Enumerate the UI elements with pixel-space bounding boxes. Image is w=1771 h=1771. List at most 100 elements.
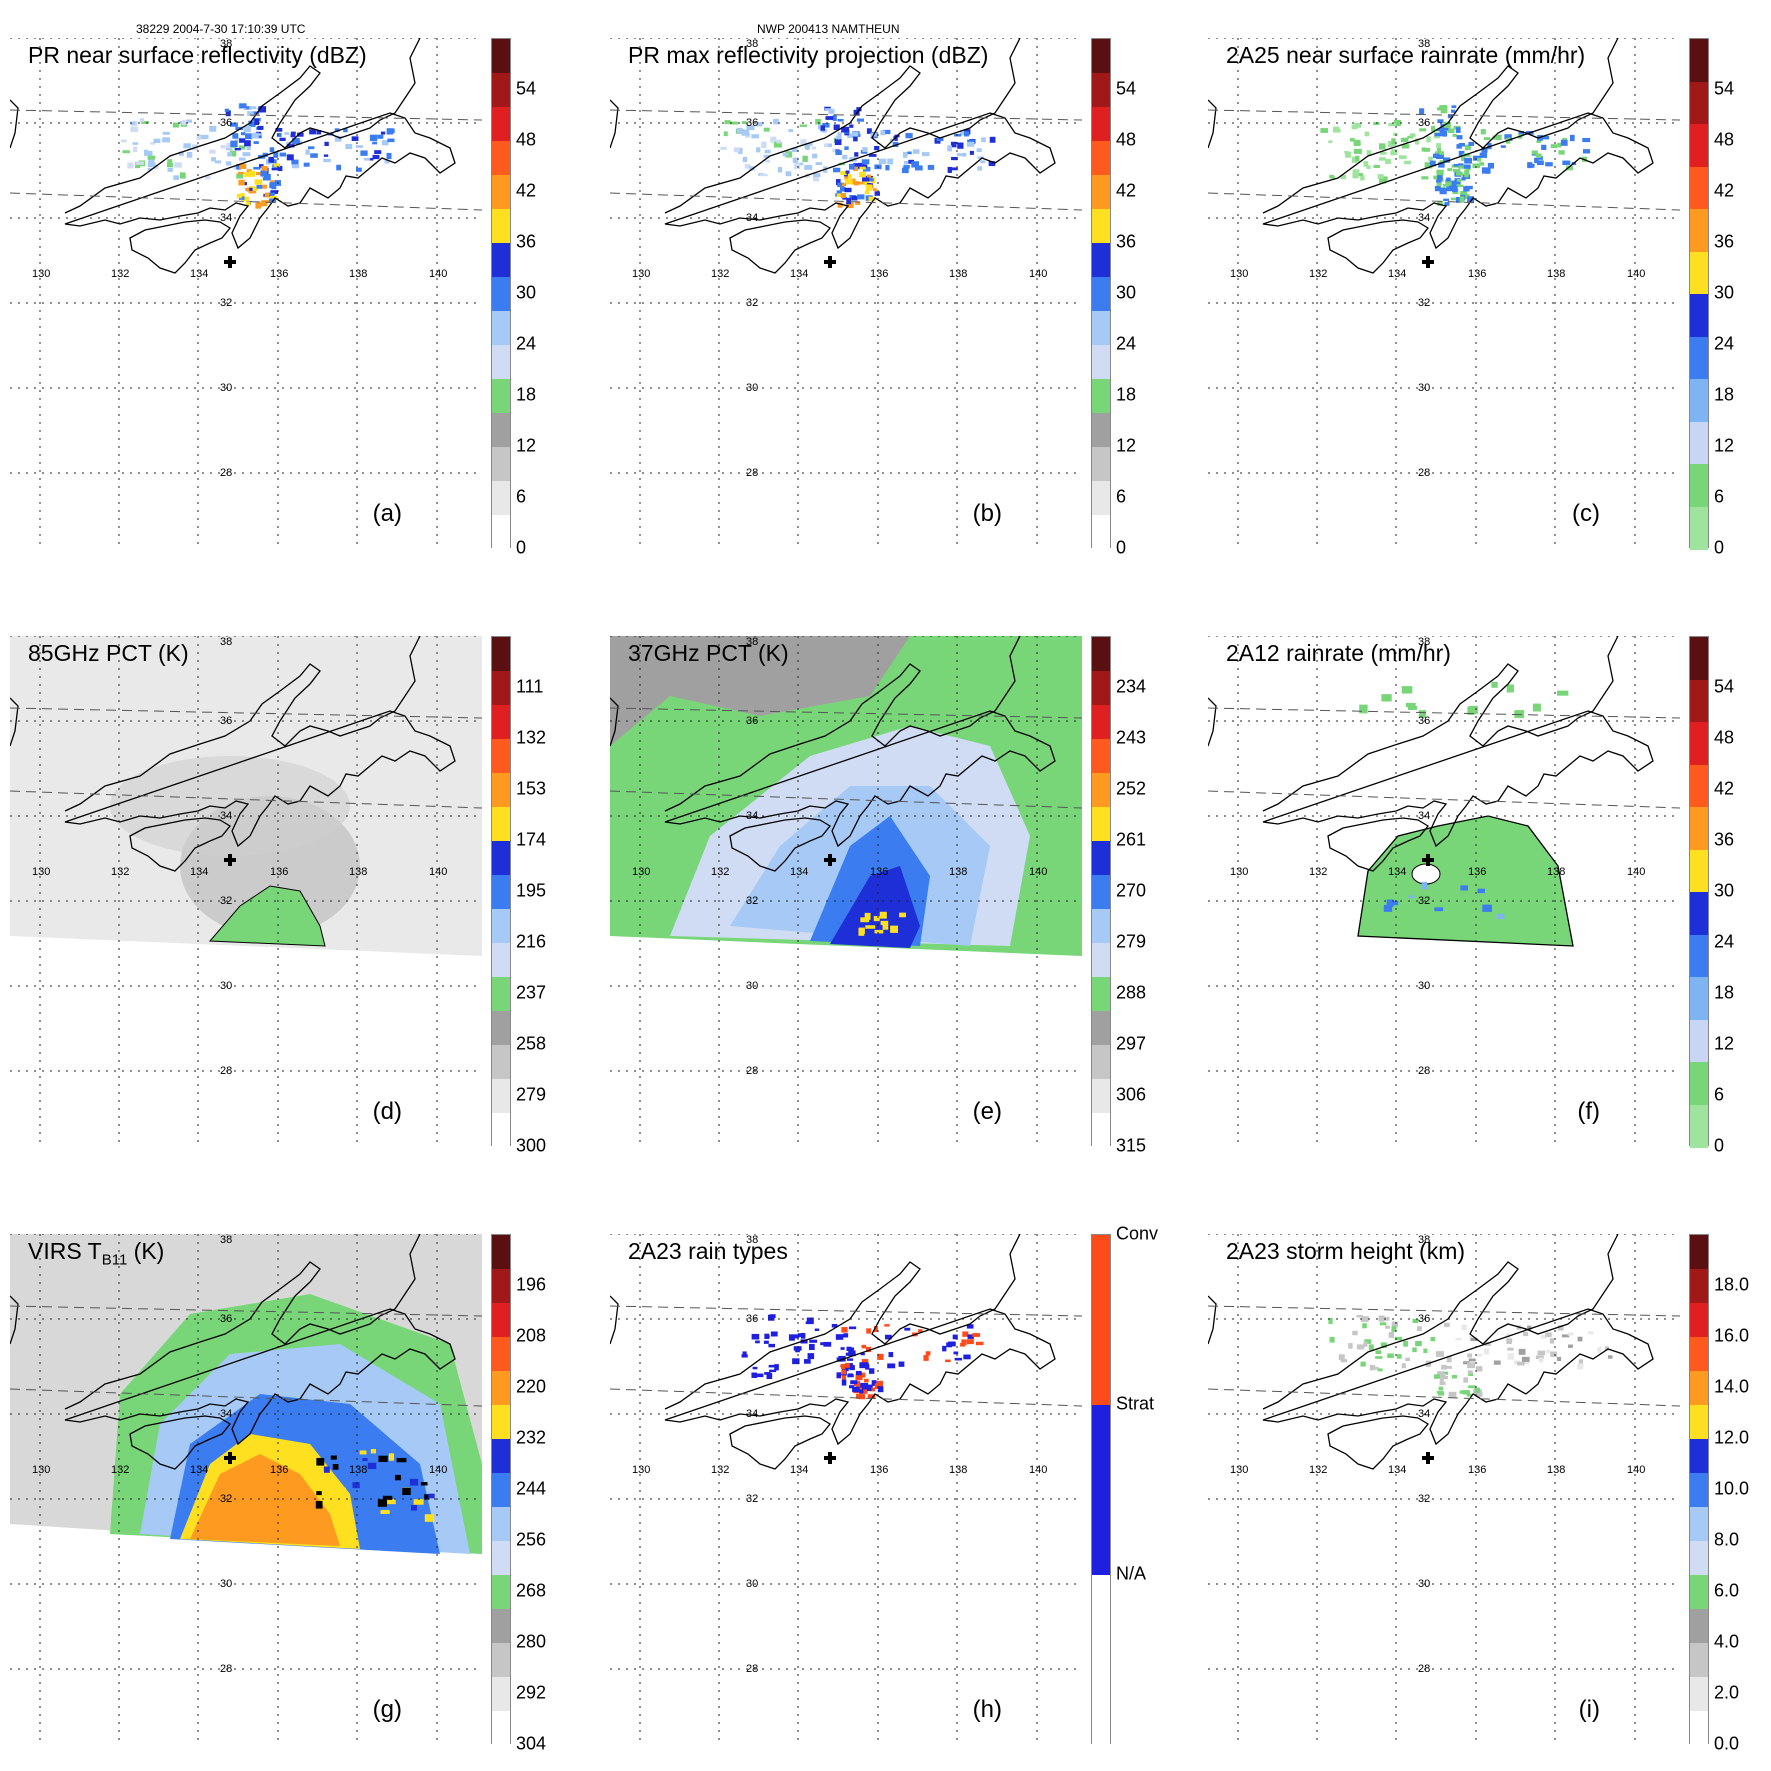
lon-label: 132 (111, 268, 130, 280)
lat-label: 28 (746, 1663, 759, 1675)
colorbar-tick-label: 24 (1116, 333, 1137, 354)
colorbar-tick-label: 36 (1714, 829, 1735, 850)
lon-label: 136 (870, 866, 889, 878)
map-field (1208, 1234, 1680, 1744)
lat-label: 38 (1418, 1234, 1431, 1246)
colorbar-tick-label: 0 (1116, 537, 1127, 558)
lon-label: 136 (1468, 268, 1487, 280)
colorbar-segment (492, 1643, 510, 1678)
colorbar-segment (1092, 447, 1110, 482)
lat-label: 32 (746, 297, 759, 309)
lat-label: 32 (220, 297, 233, 309)
colorbar-segment (492, 1439, 510, 1474)
colorbar-segment (492, 1541, 510, 1576)
colorbar-segment (492, 209, 510, 244)
colorbar-tick-label: 18 (1116, 384, 1137, 405)
colorbar-segment (1690, 722, 1708, 766)
panel-d: 38 36 34 32 30 28 130 132 134 136 138 140 85GHz PCT … (0, 636, 546, 1156)
lat-label: 34 (1418, 810, 1431, 822)
lat-label: 32 (1418, 1493, 1431, 1505)
map-field (610, 636, 1082, 1146)
lon-label: 138 (949, 268, 968, 280)
colorbar-segment (1092, 875, 1110, 910)
title-text: VIRS T (28, 1238, 102, 1264)
colorbar-tick-label: 304 (516, 1733, 547, 1754)
colorbar-tick-label: 12 (1714, 435, 1735, 456)
lat-label: 38 (220, 1234, 233, 1246)
colorbar-tick-label: 132 (516, 727, 547, 748)
lat-label: 30 (220, 382, 233, 394)
colorbar-tick-label: 42 (1116, 180, 1137, 201)
colorbar-segment (492, 413, 510, 448)
colorbar-segment (492, 773, 510, 808)
colorbar-segment (492, 909, 510, 944)
colorbar-segment (1092, 1575, 1110, 1746)
colorbar-tick-label: 280 (516, 1631, 547, 1652)
colorbar (1689, 636, 1709, 1148)
colorbar-segment (1092, 481, 1110, 516)
colorbar-tick-label: 292 (516, 1682, 547, 1703)
lat-label: 36 (746, 1313, 759, 1325)
lat-label: 34 (220, 1408, 233, 1420)
lon-label: 140 (429, 866, 448, 878)
lat-label: 30 (746, 980, 759, 992)
lon-label: 130 (1230, 866, 1249, 878)
colorbar-tick-label: 279 (1116, 931, 1147, 952)
colorbar-segment (492, 39, 510, 74)
colorbar-segment (1690, 892, 1708, 936)
panel-g: 38 36 34 32 30 28 130 132 134 136 138 140 VIRS TB11 … (0, 1234, 546, 1754)
colorbar-segment (1092, 141, 1110, 176)
colorbar-tick-label: 30 (1714, 880, 1735, 901)
colorbar-segment (1690, 379, 1708, 423)
colorbar-segment (1092, 515, 1110, 550)
colorbar-tick-label: 18 (1714, 982, 1735, 1003)
colorbar-segment (1092, 739, 1110, 774)
colorbar-segment (1092, 1405, 1110, 1576)
colorbar-segment (1690, 1677, 1708, 1712)
colorbar-tick-label: 6.0 (1714, 1580, 1740, 1601)
colorbar-segment (492, 1235, 510, 1270)
lat-label: 34 (1418, 212, 1431, 224)
colorbar (491, 636, 511, 1148)
colorbar-segment (1092, 277, 1110, 312)
colorbar-segment (1092, 671, 1110, 706)
colorbar-segment (492, 1507, 510, 1542)
lon-label: 138 (1547, 1464, 1566, 1476)
colorbar-segment (492, 1113, 510, 1148)
lat-label: 28 (1418, 1065, 1431, 1077)
colorbar-tick-label: 306 (1116, 1084, 1147, 1105)
lat-label: 36 (746, 715, 759, 727)
colorbar-segment (492, 671, 510, 706)
lat-label: 32 (220, 1493, 233, 1505)
colorbar-tick-label: 268 (516, 1580, 547, 1601)
colorbar-segment (1092, 379, 1110, 414)
colorbar-segment (1092, 175, 1110, 210)
colorbar-segment (492, 277, 510, 312)
colorbar-segment (492, 345, 510, 380)
colorbar-tick-label: 208 (516, 1325, 547, 1346)
colorbar-tick-label: 244 (516, 1478, 547, 1499)
colorbar-segment (1690, 679, 1708, 723)
colorbar-tick-label: 0.0 (1714, 1733, 1740, 1754)
map-field (10, 1234, 482, 1744)
colorbar-segment (1690, 1371, 1708, 1406)
lon-label: 136 (1468, 1464, 1487, 1476)
lat-label: 30 (746, 1578, 759, 1590)
colorbar-segment (492, 705, 510, 740)
colorbar-tick-label: 195 (516, 880, 547, 901)
panel-c: 38 36 34 32 30 28 130 132 134 136 138 140 2A25 near … (1198, 38, 1734, 558)
lat-label: 30 (1418, 382, 1431, 394)
lon-label: 136 (870, 268, 889, 280)
colorbar-tick-label: 0 (1714, 1135, 1725, 1156)
lat-label: 30 (1418, 980, 1431, 992)
colorbar-tick-label: 18.0 (1714, 1274, 1750, 1295)
colorbar-segment (492, 447, 510, 482)
colorbar (491, 1234, 511, 1746)
colorbar-segment (1690, 807, 1708, 851)
map-field (1208, 38, 1680, 548)
lat-label: 36 (746, 117, 759, 129)
panel-title: PR max reflectivity projection (dBZ) (628, 42, 989, 68)
colorbar-tick-label: 279 (516, 1084, 547, 1105)
lon-label: 140 (1627, 866, 1646, 878)
lon-label: 138 (1547, 268, 1566, 280)
